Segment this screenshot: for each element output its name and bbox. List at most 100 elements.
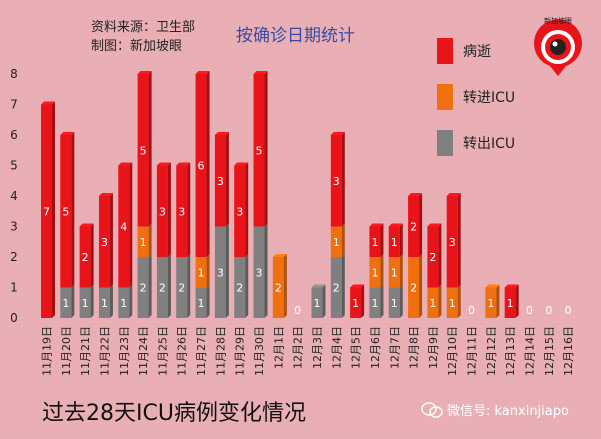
x-tick-label: 11月27日: [195, 326, 208, 376]
data-label: 1: [507, 297, 514, 310]
bar-segment-side: [225, 223, 229, 318]
x-tick-label: 11月19日: [41, 326, 54, 376]
data-label: 3: [159, 205, 166, 218]
bar-segment-side: [264, 223, 268, 318]
data-label: 5: [140, 144, 147, 157]
logo-text: 新加坡眼: [544, 16, 572, 25]
bar-segment: [79, 287, 91, 318]
x-tick-label: 12月4日: [330, 326, 343, 369]
x-tick-label: 11月28日: [214, 326, 227, 376]
data-label: 1: [333, 236, 340, 249]
bar-segment: [272, 257, 284, 318]
data-label: 1: [313, 297, 320, 310]
bar-segment: [195, 74, 207, 257]
y-tick-label: 8: [10, 67, 18, 81]
data-label: 1: [429, 297, 436, 310]
x-tick-label: 11月25日: [156, 326, 169, 376]
bar-segment-side: [399, 223, 403, 257]
bar-top-face: [388, 223, 403, 227]
data-label: 1: [371, 297, 378, 310]
bar-segment-side: [361, 284, 365, 318]
x-tick-label: 11月21日: [79, 326, 92, 376]
bar-top-face: [79, 223, 94, 227]
bar-segment: [195, 257, 207, 288]
bar-top-face: [253, 71, 268, 74]
legend-swatch: [437, 38, 453, 64]
bar-segment: [118, 165, 130, 288]
data-label: 1: [140, 236, 147, 249]
data-label: 2: [140, 282, 147, 295]
bar-segment: [253, 226, 265, 318]
x-tick-label: 12月2日: [292, 326, 305, 369]
legend-label: 病逝: [463, 44, 491, 60]
data-label: 1: [449, 297, 456, 310]
x-tick-label: 12月16日: [562, 326, 575, 376]
bar-segment-side: [90, 223, 94, 288]
x-tick-label: 12月13日: [504, 326, 517, 376]
bar-segment: [156, 165, 168, 257]
wechat-icon: [421, 401, 443, 418]
data-label: 5: [62, 205, 69, 218]
bar-top-face: [330, 132, 345, 135]
bar-segment-side: [341, 254, 345, 318]
bar-segment: [408, 196, 420, 257]
data-label: 6: [198, 160, 205, 173]
bar-segment-side: [129, 284, 133, 318]
bar-top-face: [272, 254, 287, 257]
bar-segment: [369, 226, 381, 257]
x-tick-label: 12月7日: [388, 326, 401, 369]
data-label: 2: [159, 282, 166, 295]
data-label: 1: [391, 266, 398, 279]
bar-segment: [137, 74, 149, 227]
bar-top-face: [137, 71, 152, 74]
x-tick-label: 12月10日: [446, 326, 459, 376]
bar-segment: [427, 287, 439, 318]
legend-swatch: [437, 84, 453, 110]
x-tick-label: 12月6日: [369, 326, 382, 369]
bar-top-face: [369, 223, 384, 227]
x-tick-label: 12月12日: [485, 326, 498, 376]
data-label: 1: [487, 297, 494, 310]
x-tick-label: 11月29日: [234, 326, 247, 376]
y-tick-label: 0: [10, 311, 18, 325]
bar-segment-side: [148, 254, 152, 318]
bar-segment-side: [380, 284, 384, 318]
x-tick-label: 12月15日: [543, 326, 556, 376]
data-label: 2: [410, 282, 417, 295]
y-tick-label: 5: [10, 159, 18, 173]
bar-segment-side: [380, 223, 384, 257]
bar-segment-side: [341, 223, 345, 257]
data-label: 1: [198, 297, 205, 310]
data-label: 3: [178, 205, 185, 218]
data-label: 1: [82, 297, 89, 310]
bar-segment: [388, 287, 400, 318]
bar-segment-side: [206, 284, 210, 318]
data-label: 3: [217, 266, 224, 279]
bar-segment: [195, 287, 207, 318]
bar-segment: [311, 287, 323, 318]
data-label: 2: [275, 282, 282, 295]
bar-top-face: [176, 162, 191, 166]
bar-segment: [137, 226, 149, 257]
bar-segment: [427, 226, 439, 288]
bar-segment-side: [399, 254, 403, 288]
bottom-headline: 过去28天ICU病例变化情况: [42, 401, 306, 426]
bar-segment-side: [167, 162, 171, 257]
bar-segment-side: [419, 254, 423, 318]
x-tick-label: 11月23日: [118, 326, 131, 376]
bar-top-face: [41, 101, 55, 105]
legend-swatch: [437, 130, 453, 156]
x-tick-label: 12月9日: [427, 326, 440, 369]
data-label: 3: [236, 205, 243, 218]
bar-segment: [388, 257, 400, 288]
bar-segment: [234, 257, 246, 318]
bar-segment: [176, 165, 188, 257]
data-label: 3: [256, 266, 263, 279]
data-label: 4: [120, 221, 127, 234]
bar-segment: [330, 226, 342, 257]
data-label: 1: [120, 297, 127, 310]
y-tick-label: 1: [10, 281, 18, 295]
data-label: 3: [217, 175, 224, 188]
bar-segment: [388, 226, 400, 257]
